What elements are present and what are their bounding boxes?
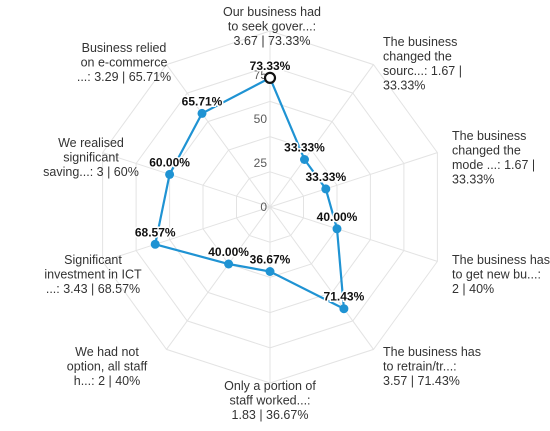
category-label: Only a portion of staff worked...: 1.83 | …	[224, 379, 316, 422]
data-point[interactable]	[339, 304, 349, 314]
data-point[interactable]	[197, 108, 207, 118]
data-label: 60.00%	[149, 155, 190, 169]
data-label: 40.00%	[208, 245, 249, 259]
grid-spoke	[166, 64, 271, 208]
data-point-highlighted[interactable]	[263, 71, 277, 85]
data-label: 33.33%	[284, 141, 325, 155]
series-layer: 73.33%33.33%33.33%40.00%71.43%36.67%40.0…	[133, 57, 366, 314]
category-label: The business changed the mode ...: 1.67 | 3…	[452, 129, 535, 187]
data-point[interactable]	[300, 155, 309, 164]
data-point[interactable]	[332, 224, 342, 234]
data-label: 36.67%	[250, 253, 291, 267]
grid-spoke	[269, 206, 438, 262]
grid-spoke	[269, 64, 374, 208]
category-label: We had not option, all staff h...: 2 | 40%	[67, 345, 148, 388]
tick-label: 25	[254, 156, 268, 170]
data-point[interactable]	[165, 169, 175, 179]
data-point[interactable]	[224, 259, 234, 269]
data-label: 71.43%	[324, 290, 365, 304]
tick-labels: 0 25 50 75	[254, 68, 268, 214]
data-label: 65.71%	[182, 94, 223, 108]
grid-layer	[102, 30, 438, 384]
series-line	[153, 76, 346, 311]
tick-label: 50	[254, 112, 268, 126]
data-point[interactable]	[265, 267, 275, 276]
category-label: Our business had to seek gover...: 3.67 | …	[223, 5, 321, 48]
category-label: We realised significant saving...: 3 | 60%	[43, 136, 139, 179]
data-label: 73.33%	[250, 59, 291, 73]
data-point[interactable]	[321, 184, 331, 194]
data-label: 68.57%	[135, 225, 176, 239]
grid-spoke	[166, 206, 271, 350]
grid-spoke	[269, 206, 374, 350]
data-label: 40.00%	[317, 210, 358, 224]
category-label: The business has to get new bu...: 2 | 40%	[452, 253, 550, 296]
data-label: 33.33%	[305, 170, 346, 184]
category-label: Significant investment in ICT...: 3.43 | …	[44, 253, 142, 296]
data-point[interactable]	[150, 239, 160, 249]
grid-spoke	[269, 152, 438, 208]
grid-spoke	[102, 206, 271, 262]
category-label: Business relied on e-commerce...: 3.29 | …	[77, 41, 171, 84]
tick-label: 75	[254, 68, 268, 82]
grid-spoke	[102, 152, 271, 208]
category-labels: Our business had to seek gover...: 3.67 | …	[43, 5, 550, 422]
tick-label: 0	[260, 200, 267, 214]
category-label: The business has to retrain/tr...: 3.57 | …	[383, 345, 481, 388]
category-label: The business changed the sourc...: 1.67 | 3…	[383, 35, 462, 93]
